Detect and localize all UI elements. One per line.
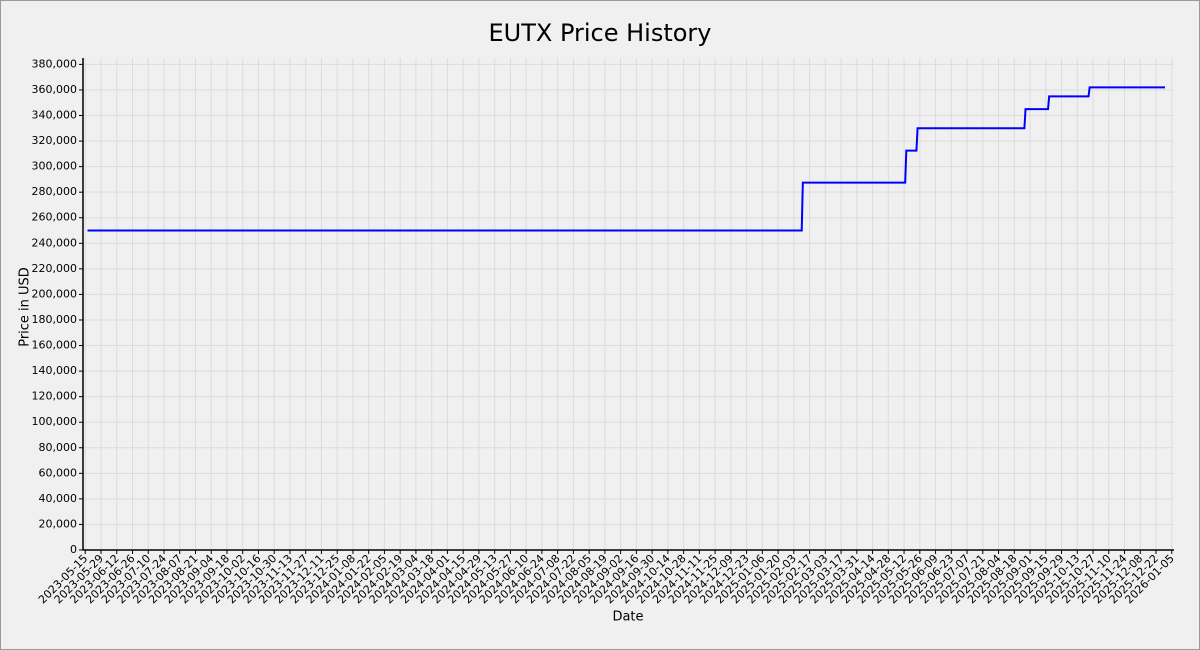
y-tick-label: 360,000: [32, 83, 78, 96]
y-tick-label: 140,000: [32, 364, 78, 377]
y-tick-label: 0: [70, 543, 77, 556]
y-tick-label: 60,000: [39, 466, 78, 479]
y-axis-label: Price in USD: [18, 267, 33, 347]
y-tick-label: 120,000: [32, 390, 78, 403]
y-tick-label: 80,000: [39, 441, 78, 454]
y-tick-label: 20,000: [39, 517, 78, 530]
y-tick-label: 40,000: [39, 492, 78, 505]
y-tick-label: 220,000: [32, 262, 78, 275]
chart-title: EUTX Price History: [488, 19, 711, 47]
y-tick-label: 260,000: [32, 211, 78, 224]
y-tick-label: 340,000: [32, 109, 78, 122]
y-tick-label: 160,000: [32, 339, 78, 352]
y-tick-label: 180,000: [32, 313, 78, 326]
x-axis-label: Date: [612, 610, 643, 625]
y-tick-label: 320,000: [32, 134, 78, 147]
y-tick-label: 200,000: [32, 287, 78, 300]
y-tick-label: 300,000: [32, 160, 78, 173]
price-line: [87, 86, 1166, 232]
y-tick-label: 380,000: [32, 57, 78, 70]
y-tick-label: 240,000: [32, 236, 78, 249]
y-tick-label: 280,000: [32, 185, 78, 198]
y-tick-label: 100,000: [32, 415, 78, 428]
